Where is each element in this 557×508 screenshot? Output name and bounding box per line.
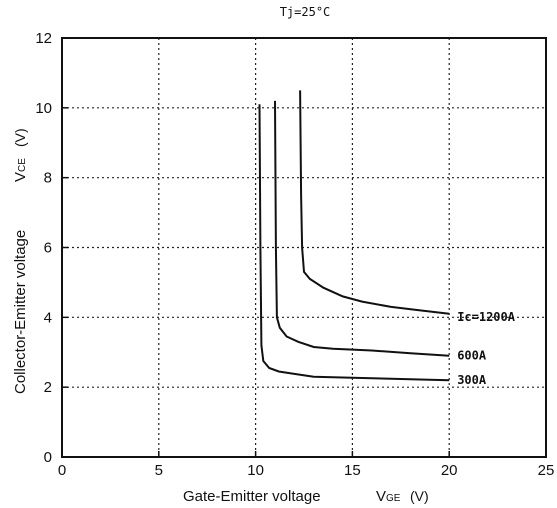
y-tick-label-0: 0	[44, 449, 52, 466]
series-label-0: 300A	[457, 373, 487, 387]
series-label-1: 600A	[457, 349, 487, 363]
y-axis-symbol: VCE	[12, 158, 29, 182]
y-tick-label-5: 10	[35, 100, 52, 117]
series-line-1	[274, 100, 450, 357]
x-tick-label-0: 0	[58, 462, 66, 479]
curves: 300A 600A Ic=1200A	[258, 90, 516, 387]
series-line-0	[258, 104, 450, 382]
y-tick-label-6: 12	[35, 30, 52, 47]
y-tick-label-3: 6	[44, 240, 52, 257]
x-axis-unit: (V)	[410, 488, 429, 504]
series-label-2: Ic=1200A	[457, 310, 516, 324]
axis-ticks: 0 5 10 15 20 25 0 2 4 6 8 10 12	[35, 30, 554, 479]
series-line-2	[299, 90, 450, 315]
x-axis-symbol: VGE	[376, 488, 401, 505]
y-axis-label: Collector-Emitter voltage	[12, 230, 29, 394]
chart-title: Tj=25°C	[280, 5, 331, 19]
x-tick-label-4: 20	[441, 462, 458, 479]
y-axis-unit: (V)	[12, 128, 28, 147]
y-tick-label-2: 4	[44, 309, 52, 326]
x-tick-label-3: 15	[344, 462, 361, 479]
x-tick-label-5: 25	[538, 462, 555, 479]
x-axis-label: Gate-Emitter voltage	[183, 488, 321, 505]
x-axis-subscript: GE	[386, 493, 401, 504]
grid	[62, 38, 546, 457]
y-tick-label-1: 2	[44, 379, 52, 396]
y-axis-subscript: CE	[17, 158, 28, 172]
y-tick-label-4: 8	[44, 170, 52, 187]
x-tick-label-2: 10	[247, 462, 264, 479]
x-tick-label-1: 5	[155, 462, 163, 479]
